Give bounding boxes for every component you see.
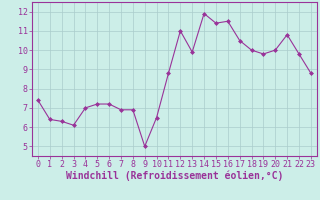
X-axis label: Windchill (Refroidissement éolien,°C): Windchill (Refroidissement éolien,°C) (66, 171, 283, 181)
